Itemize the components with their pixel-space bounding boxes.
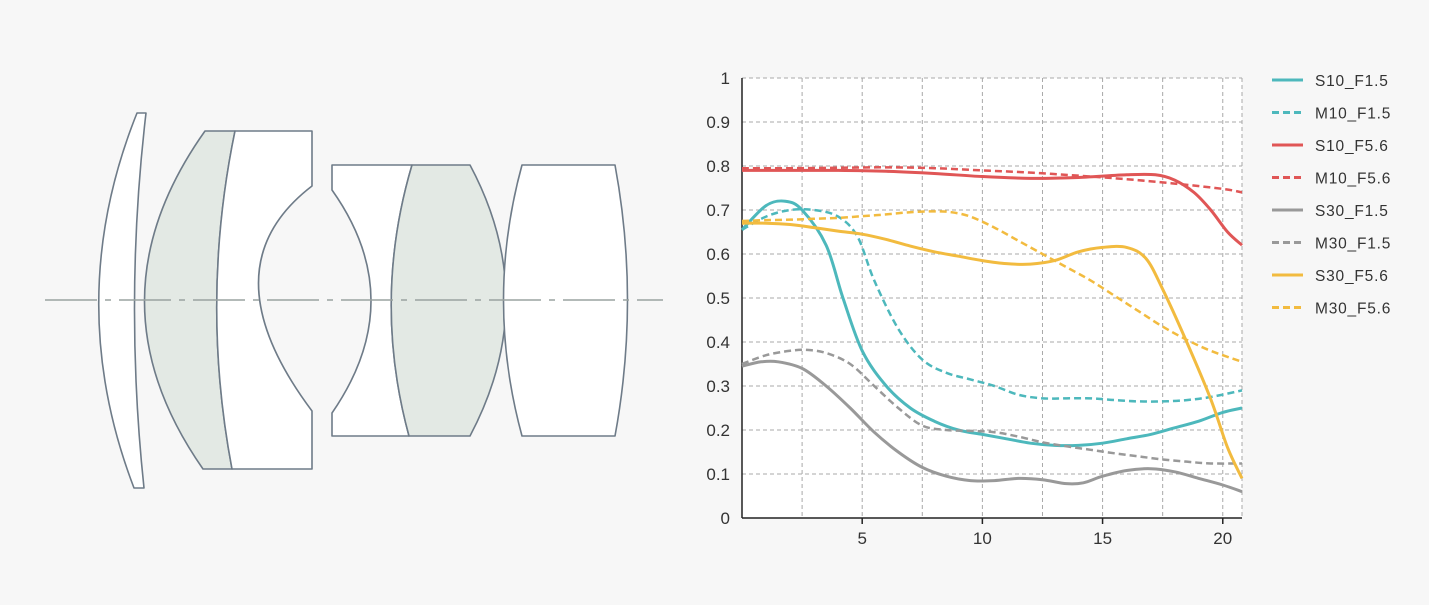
x-tick-label: 10 xyxy=(973,529,992,548)
legend-item-s10-f5-6: S10_F5.6 xyxy=(1272,138,1389,155)
y-tick-label: 0.9 xyxy=(706,113,730,132)
mtf-chart: 0 0.1 0.2 0.3 0.4 0.5 0.6 0.7 0.8 0.9 1 5 10 15 20 xyxy=(706,69,1244,548)
y-tick-label: 0.5 xyxy=(706,289,730,308)
y-tick-label: 0.1 xyxy=(706,465,730,484)
series-line-s30-f5-6 xyxy=(741,221,1244,480)
legend-label: M10_F5.6 xyxy=(1315,171,1391,188)
x-tick-label: 5 xyxy=(857,529,866,548)
y-tick-label: 0.2 xyxy=(706,421,730,440)
lens-element-3 xyxy=(215,130,313,470)
chart-grid xyxy=(742,77,1243,518)
chart-axes xyxy=(741,78,1242,524)
y-tick-label: 0.3 xyxy=(706,377,730,396)
legend-label: M10_F1.5 xyxy=(1315,106,1391,123)
legend-item-m10-f5-6: M10_F5.6 xyxy=(1272,171,1391,188)
y-tick-label: 1 xyxy=(721,69,730,88)
legend-label: M30_F1.5 xyxy=(1315,236,1391,253)
chart-series xyxy=(740,166,1244,494)
series-line-m30-f1-5 xyxy=(741,348,1243,465)
legend-label: M30_F5.6 xyxy=(1315,301,1391,318)
x-tick-labels: 5 10 15 20 xyxy=(857,529,1232,548)
legend-item-s30-f5-6: S30_F5.6 xyxy=(1272,268,1389,285)
series-line-s10-f1-5 xyxy=(740,199,1243,448)
legend-label: S10_F5.6 xyxy=(1315,138,1389,155)
y-tick-label: 0.6 xyxy=(706,245,730,264)
legend-item-s30-f1-5: S30_F1.5 xyxy=(1272,203,1389,220)
series-line-s10-f5-6 xyxy=(742,168,1244,247)
lens-diagram xyxy=(45,112,663,489)
series-line-s30-f1-5 xyxy=(741,359,1243,494)
chart-legend: S10_F1.5 M10_F1.5 S10_F5.6 M10_F5.6 S30_F1.5… xyxy=(1272,73,1391,318)
y-tick-labels: 0 0.1 0.2 0.3 0.4 0.5 0.6 0.7 0.8 0.9 1 xyxy=(706,69,730,528)
y-tick-label: 0.7 xyxy=(706,201,730,220)
legend-item-m30-f1-5: M30_F1.5 xyxy=(1272,236,1391,253)
legend-label: S30_F5.6 xyxy=(1315,268,1389,285)
legend-item-s10-f1-5: S10_F1.5 xyxy=(1272,73,1389,90)
y-tick-label: 0.4 xyxy=(706,333,730,352)
legend-label: S10_F1.5 xyxy=(1315,73,1389,90)
series-line-m10-f5-6 xyxy=(741,166,1243,194)
x-tick-label: 15 xyxy=(1093,529,1112,548)
legend-item-m30-f5-6: M30_F5.6 xyxy=(1272,301,1391,318)
y-tick-label: 0 xyxy=(721,509,730,528)
legend-label: S30_F1.5 xyxy=(1315,203,1389,220)
x-tick-label: 20 xyxy=(1213,529,1232,548)
series-line-m10-f1-5 xyxy=(741,207,1243,403)
y-tick-label: 0.8 xyxy=(706,157,730,176)
legend-item-m10-f1-5: M10_F1.5 xyxy=(1272,106,1391,123)
